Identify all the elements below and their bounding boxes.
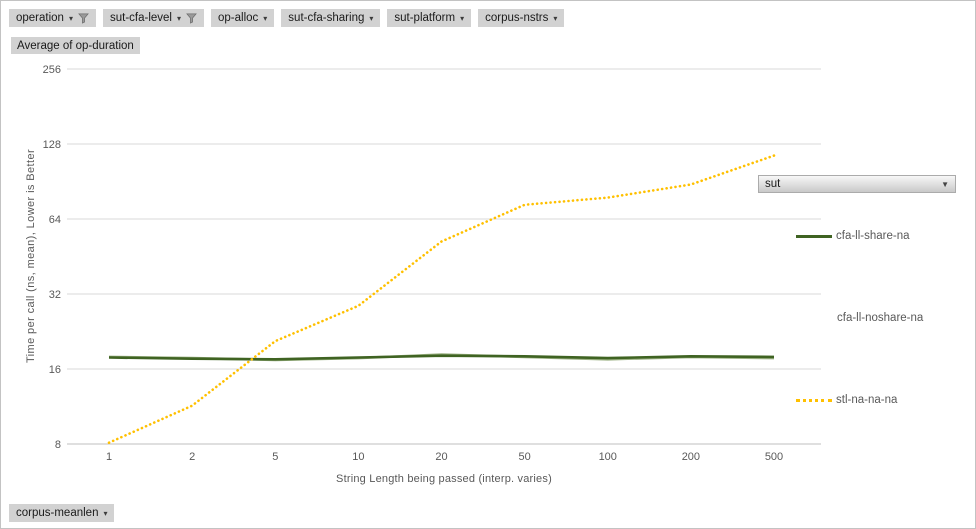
field-button-corpus-meanlen[interactable]: corpus-meanlen ▾ <box>9 504 115 522</box>
x-tick-label: 50 <box>519 451 531 463</box>
y-tick-label: 128 <box>43 139 61 151</box>
series-line-stl-na-na-na <box>107 154 776 445</box>
caret-down-icon: ▾ <box>369 14 374 23</box>
legend-field-label: sut <box>765 178 781 190</box>
values-field-button[interactable]: Average of op-duration <box>11 37 140 54</box>
series-line-cfa-ll-share-na <box>108 354 775 361</box>
field-button-op-alloc[interactable]: op-alloc ▾ <box>211 9 275 27</box>
x-tick-label: 5 <box>272 451 278 463</box>
x-tick-label: 100 <box>599 451 617 463</box>
field-button-corpus-nstrs[interactable]: corpus-nstrs ▾ <box>478 9 565 27</box>
field-button-label: sut-cfa-level <box>109 12 172 24</box>
field-button-operation[interactable]: operation ▾ <box>9 9 96 27</box>
legend-entry-label: cfa-ll-noshare-na <box>837 312 924 324</box>
field-button-label: operation <box>16 12 64 24</box>
caret-down-icon: ▾ <box>553 14 558 23</box>
x-tick-label: 10 <box>352 451 364 463</box>
x-tick-label: 20 <box>435 451 447 463</box>
y-tick-label: 256 <box>43 64 61 76</box>
legend-entry-cfa-ll-noshare-na[interactable]: cfa-ll-noshare-na <box>837 312 923 324</box>
legend-line-sample-dotted <box>796 398 832 402</box>
legend-entry-label: cfa-ll-share-na <box>836 230 910 242</box>
x-tick-label: 200 <box>682 451 700 463</box>
field-button-sut-platform[interactable]: sut-platform ▾ <box>387 9 472 27</box>
legend-line-sample-solid <box>796 234 832 238</box>
field-button-sut-cfa-level[interactable]: sut-cfa-level ▾ <box>102 9 204 27</box>
filter-field-bar: operation ▾ sut-cfa-level ▾ op-alloc ▾ s… <box>9 9 565 27</box>
legend-entry-cfa-ll-share-na[interactable]: cfa-ll-share-na <box>796 230 910 242</box>
values-field-label: Average of op-duration <box>17 39 134 52</box>
y-tick-label: 64 <box>49 214 61 226</box>
caret-down-icon: ▾ <box>176 14 181 23</box>
x-tick-label: 2 <box>189 451 195 463</box>
caret-down-icon: ▾ <box>460 14 465 23</box>
field-button-sut-cfa-sharing[interactable]: sut-cfa-sharing ▾ <box>281 9 381 27</box>
field-button-label: sut-platform <box>394 12 456 24</box>
y-tick-label: 8 <box>55 439 61 451</box>
legend-entry-label: stl-na-na-na <box>836 394 898 406</box>
field-button-label: corpus-nstrs <box>485 12 549 24</box>
filter-funnel-icon <box>78 13 89 24</box>
caret-down-icon: ▾ <box>103 509 108 518</box>
field-button-label: corpus-meanlen <box>16 507 99 519</box>
x-axis-title: String Length being passed (interp. vari… <box>336 473 552 485</box>
field-button-label: op-alloc <box>218 12 259 24</box>
legend-field-button-sut[interactable]: sut ▼ <box>758 175 956 193</box>
x-tick-label: 1 <box>106 451 112 463</box>
x-tick-label: 500 <box>765 451 783 463</box>
caret-down-icon: ▾ <box>68 14 73 23</box>
caret-down-icon: ▾ <box>263 14 268 23</box>
field-button-label: sut-cfa-sharing <box>288 12 365 24</box>
y-tick-label: 32 <box>49 289 61 301</box>
y-tick-label: 16 <box>49 364 61 376</box>
y-axis-title: Time per call (ns, mean), Lower is Bette… <box>25 148 37 364</box>
legend-entry-stl-na-na-na[interactable]: stl-na-na-na <box>796 394 897 406</box>
caret-down-icon: ▼ <box>941 179 949 189</box>
filter-funnel-icon <box>186 13 197 24</box>
